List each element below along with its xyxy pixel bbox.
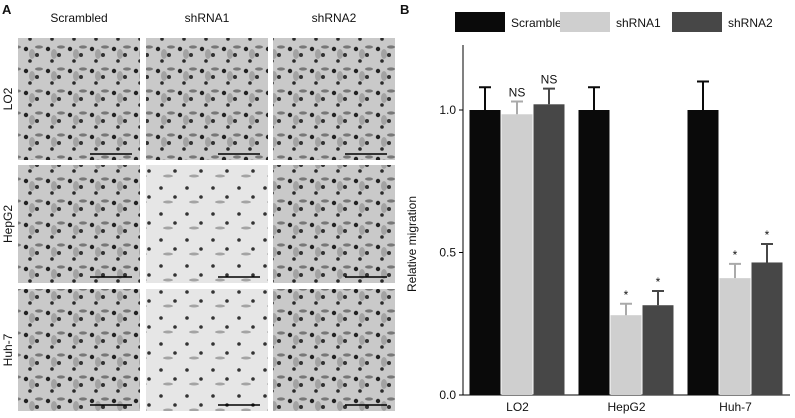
- error-bar: [479, 86, 491, 110]
- bar: [642, 305, 674, 395]
- y-tick-label: 1.0: [439, 103, 456, 117]
- micrograph: [146, 165, 268, 283]
- column-header: shRNA1: [185, 11, 230, 25]
- legend-swatch: [560, 12, 610, 32]
- y-tick-label: 0.0: [439, 388, 456, 402]
- panel-label: A: [2, 2, 12, 17]
- bar: [719, 278, 751, 395]
- micrograph: [146, 289, 268, 411]
- panel-label: B: [400, 2, 409, 17]
- legend-swatch: [672, 12, 722, 32]
- bar: [687, 110, 719, 395]
- micrograph: [273, 38, 395, 160]
- legend-label: shRNA2: [728, 16, 773, 30]
- annotation: NS: [541, 73, 558, 87]
- bar: [578, 110, 610, 395]
- error-bar: [588, 86, 600, 110]
- annotation: *: [733, 248, 738, 262]
- error-bar: [511, 100, 523, 115]
- annotation: *: [656, 275, 661, 289]
- row-label: Huh-7: [1, 333, 15, 366]
- legend-label: shRNA1: [616, 16, 661, 30]
- row-label: HepG2: [1, 205, 15, 243]
- annotation: NS: [509, 85, 526, 99]
- error-bar: [729, 262, 741, 279]
- micrograph: [18, 38, 140, 160]
- error-bar: [697, 80, 709, 110]
- column-header: Scrambled: [50, 11, 107, 25]
- legend-swatch: [455, 12, 505, 32]
- x-tick-label: Huh-7: [719, 400, 752, 414]
- micrograph: [273, 289, 395, 411]
- micrograph: [18, 289, 140, 411]
- legend-label: Scrambled: [511, 16, 568, 30]
- bar: [751, 262, 783, 395]
- error-bar: [543, 87, 555, 105]
- micrograph: [273, 165, 395, 283]
- row-label: LO2: [1, 87, 15, 110]
- x-tick-label: HepG2: [607, 400, 645, 414]
- bar: [501, 114, 533, 396]
- micrograph: [146, 38, 268, 160]
- annotation: *: [624, 288, 629, 302]
- error-bar: [620, 302, 632, 316]
- error-bar: [761, 242, 773, 263]
- column-header: shRNA2: [312, 11, 357, 25]
- panel-b: Relative migration 0.0 0.5 1.0 Scrambled shRN…: [405, 12, 790, 414]
- bar: [469, 110, 501, 395]
- micrograph: [18, 165, 140, 283]
- bar: [610, 315, 642, 395]
- bar: [533, 104, 565, 396]
- y-axis-label: Relative migration: [405, 196, 419, 292]
- error-bar: [652, 289, 664, 306]
- y-tick-label: 0.5: [439, 246, 456, 260]
- x-tick-label: LO2: [506, 400, 529, 414]
- panel-a: Scrambled shRNA1 shRNA2 LO2 HepG2 Huh-7: [1, 11, 395, 411]
- annotation: *: [765, 228, 770, 242]
